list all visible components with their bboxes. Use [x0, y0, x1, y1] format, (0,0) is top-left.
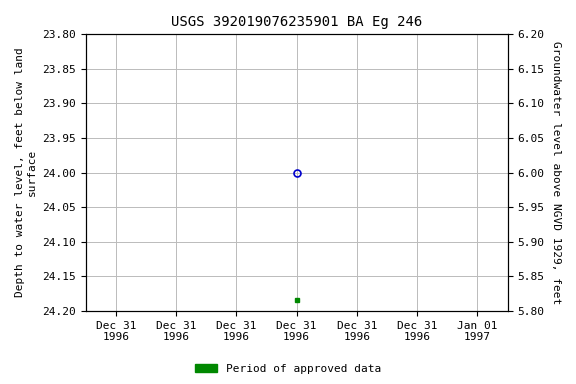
Title: USGS 392019076235901 BA Eg 246: USGS 392019076235901 BA Eg 246: [171, 15, 422, 29]
Y-axis label: Groundwater level above NGVD 1929, feet: Groundwater level above NGVD 1929, feet: [551, 41, 561, 304]
Y-axis label: Depth to water level, feet below land
surface: Depth to water level, feet below land su…: [15, 48, 37, 298]
Legend: Period of approved data: Period of approved data: [191, 359, 385, 379]
